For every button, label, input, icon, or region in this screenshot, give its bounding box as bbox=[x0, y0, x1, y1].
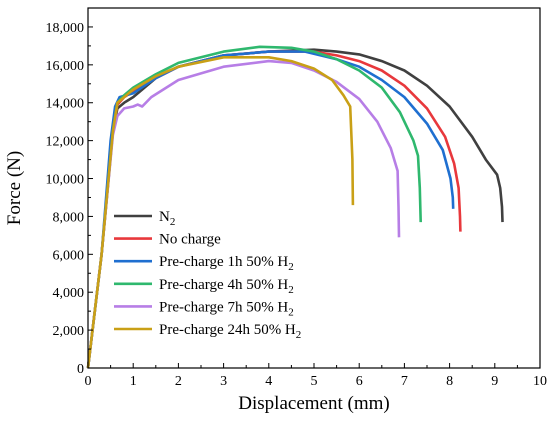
y-axis: 0 2,000 4,000 6,000 8,000 10,000 12,000 14,000 1… bbox=[46, 21, 93, 377]
legend-label-text: No charge bbox=[159, 232, 221, 248]
y-tick-label: 6,000 bbox=[53, 248, 85, 263]
legend-label-text: Pre-charge 4h 50% H bbox=[159, 277, 288, 293]
legend-label-subscript: 2 bbox=[288, 261, 294, 273]
legend-label-text: N bbox=[159, 209, 170, 225]
y-tick-label: 10,000 bbox=[46, 173, 85, 188]
x-tick-label: 7 bbox=[401, 374, 408, 389]
legend-label-subscript: 2 bbox=[296, 329, 302, 341]
x-tick-label: 4 bbox=[265, 374, 272, 389]
legend-label-1: N2 bbox=[159, 209, 175, 228]
x-tick-label: 1 bbox=[130, 374, 137, 389]
legend-label-2: No charge bbox=[159, 232, 221, 248]
legend-label-5: Pre-charge 7h 50% H2 bbox=[159, 299, 294, 318]
series-line-5 bbox=[86, 59, 401, 369]
legend-label-subscript: 2 bbox=[288, 306, 294, 318]
y-tick-label: 0 bbox=[77, 362, 84, 377]
series-line-1 bbox=[86, 48, 504, 369]
x-tick-label: 8 bbox=[446, 374, 453, 389]
x-tick-label: 5 bbox=[311, 374, 318, 389]
legend-label-subscript: 2 bbox=[288, 284, 294, 296]
y-tick-label: 14,000 bbox=[46, 97, 85, 112]
legend-label-text: Pre-charge 24h 50% H bbox=[159, 322, 296, 338]
x-tick-label: 3 bbox=[220, 374, 227, 389]
y-tick-label: 4,000 bbox=[53, 286, 85, 301]
y-tick-label: 8,000 bbox=[53, 210, 85, 225]
legend-label-subscript: 2 bbox=[170, 216, 176, 228]
series-line-4 bbox=[86, 45, 422, 369]
legend-label-text: Pre-charge 1h 50% H bbox=[159, 254, 288, 270]
legend-label-text: Pre-charge 7h 50% H bbox=[159, 299, 288, 315]
y-axis-title: Force (N) bbox=[4, 151, 25, 225]
x-axis-title: Displacement (mm) bbox=[238, 393, 389, 414]
legend-label-6: Pre-charge 24h 50% H2 bbox=[159, 322, 301, 341]
y-tick-label: 12,000 bbox=[46, 135, 85, 150]
x-tick-label: 9 bbox=[491, 374, 498, 389]
series-line-6 bbox=[86, 56, 355, 369]
plot-series-group bbox=[86, 45, 504, 369]
x-tick-label: 0 bbox=[85, 374, 92, 389]
x-tick-label: 6 bbox=[356, 374, 363, 389]
y-tick-label: 16,000 bbox=[46, 59, 85, 74]
legend-label-3: Pre-charge 1h 50% H2 bbox=[159, 254, 294, 273]
x-tick-label: 2 bbox=[175, 374, 182, 389]
plot-frame bbox=[87, 7, 541, 369]
y-tick-label: 18,000 bbox=[46, 21, 85, 36]
x-tick-label: 10 bbox=[533, 374, 547, 389]
x-axis: 0 1 2 3 4 5 6 7 8 9 10 bbox=[85, 363, 547, 389]
y-tick-label: 2,000 bbox=[53, 324, 85, 339]
legend-label-4: Pre-charge 4h 50% H2 bbox=[159, 277, 294, 296]
